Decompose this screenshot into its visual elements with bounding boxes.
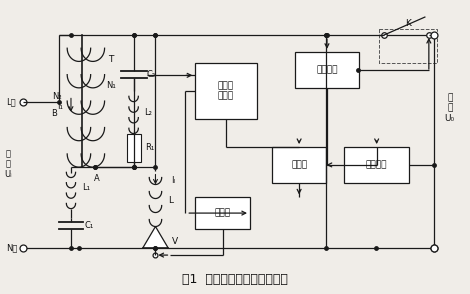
Text: I₁: I₁ — [57, 102, 63, 111]
Text: C₂: C₂ — [147, 70, 156, 79]
Text: N₂: N₂ — [52, 92, 62, 101]
Text: B: B — [51, 109, 57, 118]
Text: 保护电路: 保护电路 — [316, 65, 338, 74]
Bar — [126, 133, 141, 162]
Text: 比较器: 比较器 — [291, 161, 307, 169]
Text: V: V — [172, 237, 179, 245]
Text: L: L — [168, 196, 173, 205]
Text: L₂: L₂ — [145, 108, 152, 117]
Bar — [379, 29, 437, 63]
Text: R₁: R₁ — [145, 143, 154, 152]
Bar — [195, 63, 257, 119]
Text: 采样电路: 采样电路 — [366, 161, 387, 169]
Text: 触发器: 触发器 — [214, 208, 231, 218]
Text: K: K — [405, 19, 411, 28]
Text: N₁: N₁ — [106, 81, 116, 90]
Bar — [272, 147, 327, 183]
Text: C₁: C₁ — [84, 221, 94, 230]
Text: Iₗ: Iₗ — [172, 176, 175, 185]
Text: 图1  正弦交流净化电源原理图: 图1 正弦交流净化电源原理图 — [182, 273, 288, 286]
Text: 输
入
Uᵢ: 输 入 Uᵢ — [5, 149, 12, 179]
Polygon shape — [142, 226, 168, 248]
Text: T: T — [108, 55, 113, 64]
Text: A: A — [94, 174, 100, 183]
Bar — [345, 147, 409, 183]
Bar — [295, 52, 359, 88]
Text: L₁: L₁ — [82, 183, 90, 192]
Text: L交: L交 — [7, 98, 16, 107]
Bar — [195, 197, 250, 229]
Text: N交: N交 — [6, 243, 17, 252]
Text: 输
出
U₀: 输 出 U₀ — [445, 93, 455, 123]
Text: 锯齿波
发生器: 锯齿波 发生器 — [218, 81, 234, 101]
